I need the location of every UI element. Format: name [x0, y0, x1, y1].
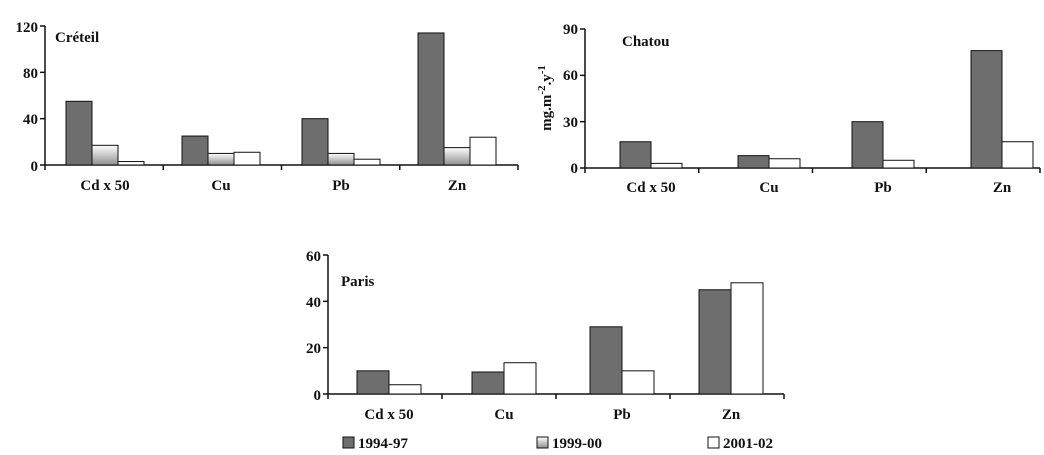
- bar-2001-02-zn: [1001, 141, 1034, 169]
- bar-1994-97-pb: [589, 326, 623, 395]
- y-tick-label: 0: [31, 159, 39, 175]
- bar-2001-02-zn: [469, 136, 497, 166]
- x-tick-label: Cu: [494, 407, 513, 423]
- bar-2001-02-cu: [233, 151, 261, 166]
- x-tick-label: Cu: [211, 178, 230, 194]
- y-tick-label: 0: [571, 161, 579, 177]
- bar-1999-00-zn: [443, 147, 471, 166]
- x-tick-label: Pb: [613, 407, 631, 423]
- x-tick-label: Zn: [448, 178, 467, 194]
- bar-2001-02-cu: [503, 362, 537, 395]
- y-tick-label: 40: [23, 112, 38, 128]
- bar-1994-97-cu: [181, 135, 209, 166]
- bar-2001-02-cu: [768, 158, 801, 169]
- bar-2001-02-pb: [882, 159, 915, 169]
- legend-swatch-1994-97: [342, 436, 355, 449]
- legend-label: 2001-02: [723, 436, 773, 452]
- y-tick-label: 40: [306, 295, 321, 311]
- chart-paris: Paris 0 20 40 60 Cd x 50 Cu Pb Zn: [306, 249, 785, 423]
- legend-swatch-2001-02: [707, 436, 720, 449]
- bar-2001-02-cdx50: [117, 161, 145, 166]
- bar-2001-02-cdx50: [650, 162, 683, 169]
- legend-label: 1999-00: [552, 436, 602, 452]
- bar-1994-97-cu: [737, 155, 770, 169]
- y-axis-label: mg.m-2.y-1: [536, 65, 555, 131]
- bar-1999-00-cdx50: [91, 144, 119, 166]
- x-tick-label: Cd x 50: [626, 180, 675, 196]
- y-tick-label: 80: [23, 66, 38, 82]
- bar-2001-02-zn: [730, 282, 764, 395]
- bar-2001-02-pb: [621, 370, 655, 395]
- x-tick-label: Pb: [874, 180, 892, 196]
- panel-label-chatou: Chatou: [622, 34, 670, 50]
- bar-1994-97-pb: [851, 121, 884, 169]
- bar-1994-97-cdx50: [356, 370, 390, 395]
- y-tick-label: 90: [563, 22, 578, 38]
- bar-1994-97-cdx50: [65, 100, 93, 166]
- bar-1994-97-zn: [698, 289, 732, 395]
- bar-1994-97-zn: [970, 50, 1003, 169]
- y-tick-label: 60: [306, 249, 321, 265]
- chart-creteil: Créteil 0 40 80 120 Cd x 50 Cu Pb Zn: [16, 20, 519, 194]
- panel-label-creteil: Créteil: [55, 30, 99, 46]
- chart-chatou: Chatou mg.m-2.y-1 0 30 60 90 Cd x 50 Cu …: [536, 22, 1041, 196]
- x-tick-label: Zn: [722, 407, 741, 423]
- bar-1994-97-zn: [417, 32, 445, 166]
- bar-2001-02-pb: [353, 158, 381, 166]
- panel-label-paris: Paris: [341, 274, 374, 290]
- x-tick-label: Zn: [993, 180, 1012, 196]
- x-tick-label: Pb: [332, 178, 350, 194]
- bar-1999-00-pb: [327, 152, 355, 166]
- y-tick-label: 20: [306, 341, 321, 357]
- bar-1999-00-cu: [207, 152, 235, 166]
- y-tick-label: 60: [563, 68, 578, 84]
- bar-2001-02-cdx50: [388, 384, 422, 395]
- legend-label: 1994-97: [358, 436, 408, 452]
- bar-1994-97-cdx50: [619, 141, 652, 169]
- y-tick-label: 120: [16, 20, 39, 36]
- legend-swatch-1999-00: [536, 436, 549, 449]
- bar-1994-97-pb: [301, 118, 329, 166]
- y-tick-label: 0: [314, 388, 322, 404]
- bar-1994-97-cu: [471, 371, 505, 395]
- y-tick-label: 30: [563, 115, 578, 131]
- x-tick-label: Cu: [759, 180, 778, 196]
- x-tick-label: Cd x 50: [364, 407, 413, 423]
- legend: 1994-97 1999-00 2001-02: [342, 436, 773, 452]
- x-tick-label: Cd x 50: [80, 178, 129, 194]
